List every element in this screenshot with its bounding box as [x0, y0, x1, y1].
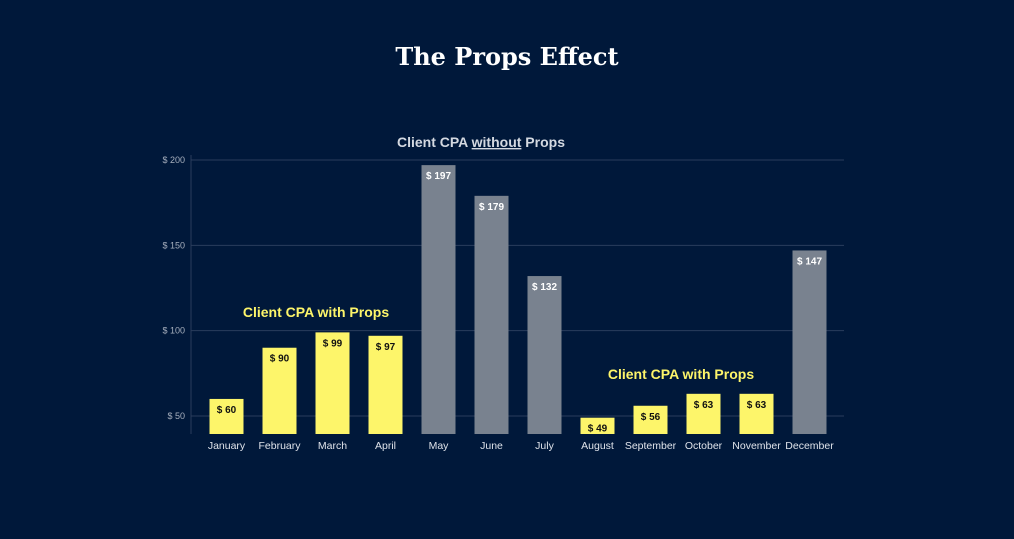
- subtitle-emphasis: without: [471, 134, 522, 150]
- x-tick-label: April: [375, 440, 396, 452]
- data-label: $ 90: [270, 354, 290, 365]
- x-tick-label: March: [318, 440, 347, 452]
- data-label: $ 132: [532, 282, 557, 293]
- bar-april: [368, 335, 403, 434]
- data-label: $ 49: [588, 424, 608, 435]
- x-tick-label: July: [535, 440, 554, 452]
- bar-october: [686, 393, 721, 434]
- x-tick-label: September: [625, 440, 677, 452]
- x-tick-label: November: [732, 440, 781, 452]
- bar-august: [580, 417, 615, 434]
- data-label: $ 56: [641, 412, 661, 423]
- y-tick-label: $ 150: [162, 240, 185, 250]
- data-label: $ 147: [797, 256, 822, 267]
- bar-february: [262, 347, 297, 434]
- bar-may: [421, 165, 456, 434]
- y-tick-label: $ 100: [162, 326, 185, 336]
- data-label: $ 60: [217, 405, 237, 416]
- bar-july: [527, 276, 562, 434]
- bar-november: [739, 393, 774, 434]
- bar-january: [209, 398, 244, 434]
- annotation-with-props-right: Client CPA with Props: [608, 366, 754, 382]
- data-label: $ 63: [747, 400, 767, 411]
- x-tick-label: August: [581, 440, 614, 452]
- bar-march: [315, 332, 350, 434]
- bar-june: [474, 195, 509, 434]
- chart-title: The Props Effect: [395, 42, 619, 71]
- data-label: $ 63: [694, 400, 714, 411]
- annotation-with-props-left: Client CPA with Props: [243, 304, 389, 320]
- x-tick-label: October: [685, 440, 723, 452]
- x-tick-label: February: [258, 440, 301, 452]
- bar-december: [792, 250, 827, 434]
- data-label: $ 97: [376, 342, 396, 353]
- bar-september: [633, 405, 668, 434]
- y-tick-label: $ 50: [167, 411, 185, 421]
- x-tick-label: January: [208, 440, 246, 452]
- data-label: $ 197: [426, 171, 451, 182]
- x-tick-label: May: [429, 440, 450, 452]
- data-label: $ 179: [479, 202, 504, 213]
- data-labels: $ 60 $ 90 $ 99 $ 97 $ 197 $ 179 $ 132 $ 49 $ 56 $…: [217, 171, 823, 435]
- chart-subtitle: Client CPA without Props: [397, 134, 565, 150]
- y-axis-ticks: $ 50 $ 100 $ 150 $ 200: [162, 155, 185, 421]
- bars: [209, 165, 827, 434]
- y-tick-label: $ 200: [162, 155, 185, 165]
- data-label: $ 99: [323, 338, 343, 349]
- x-tick-label: June: [480, 440, 503, 452]
- grid-lines: [190, 155, 844, 434]
- x-tick-label: December: [785, 440, 834, 452]
- x-axis-labels: January February March April May June July Augu…: [208, 440, 834, 452]
